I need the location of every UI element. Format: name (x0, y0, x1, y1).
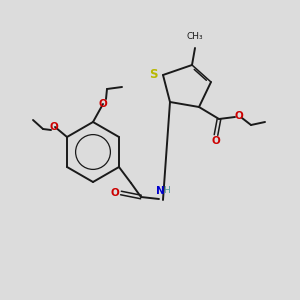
Text: O: O (235, 111, 243, 121)
Text: S: S (149, 68, 157, 80)
Text: O: O (212, 136, 220, 146)
Text: O: O (50, 122, 58, 132)
Text: O: O (99, 99, 107, 109)
Text: N: N (156, 186, 164, 196)
Text: CH₃: CH₃ (187, 32, 203, 41)
Text: H: H (164, 186, 170, 195)
Text: O: O (111, 188, 119, 198)
